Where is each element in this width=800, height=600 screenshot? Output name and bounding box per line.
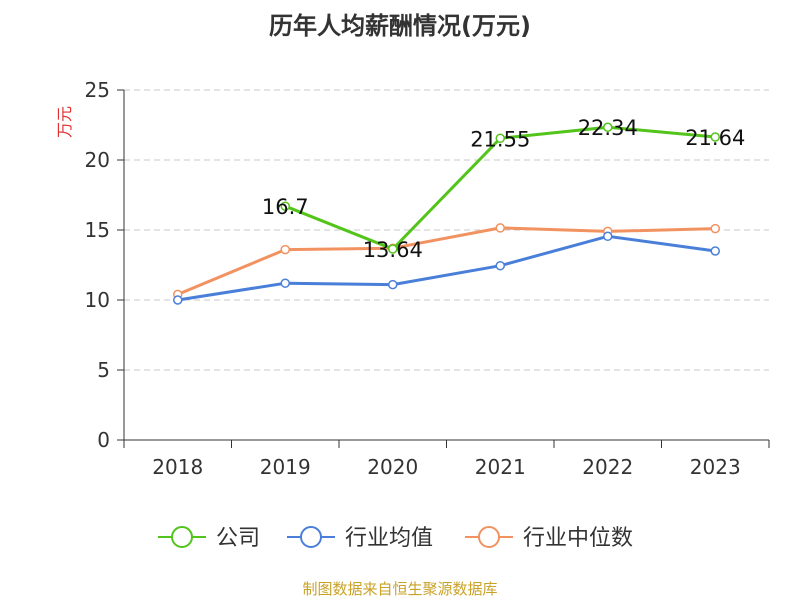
- legend-item[interactable]: 公司: [158, 526, 260, 551]
- y-tick-label: 25: [85, 78, 110, 102]
- y-tick-label: 0: [97, 428, 110, 452]
- legend-label: 行业中位数: [523, 526, 633, 551]
- series-line: [177, 226, 716, 296]
- data-labels: 16.7 13.64 21.55 22.34 21.64: [262, 116, 745, 262]
- data-label: 22.34: [578, 116, 638, 140]
- y-tick-label: 20: [85, 148, 110, 172]
- data-point: [388, 279, 398, 290]
- chart-title: 历年人均薪酬情况(万元): [269, 12, 531, 40]
- legend-marker: [171, 526, 193, 548]
- x-tick-label: 2018: [152, 455, 203, 479]
- data-point: [603, 231, 613, 242]
- series-line: [177, 234, 716, 302]
- data-point: [280, 244, 290, 255]
- legend-marker: [300, 526, 322, 548]
- legend-item[interactable]: 行业均值: [287, 526, 433, 551]
- data-point: [173, 295, 183, 305]
- legend-label: 行业均值: [345, 526, 433, 551]
- data-label: 21.64: [685, 126, 745, 150]
- data-point: [495, 133, 505, 144]
- x-tick-label: 2020: [367, 455, 418, 479]
- data-point: [495, 223, 505, 233]
- x-tick-label: 2022: [582, 455, 633, 479]
- axes: 0 5 10 15 20 25 2018 2019 2020 2021 2022 2023 万元: [55, 78, 770, 479]
- data-label: 16.7: [262, 195, 309, 219]
- data-point: [603, 122, 613, 132]
- data-point: [710, 246, 720, 256]
- x-tick-label: 2023: [690, 455, 741, 479]
- x-tick-label: 2021: [475, 455, 526, 479]
- grid-lines: [124, 89, 769, 371]
- data-point: [280, 278, 290, 288]
- legend[interactable]: 公司 行业均值 行业中位数: [158, 526, 633, 551]
- data-label: 21.55: [470, 127, 530, 151]
- y-tick-label: 5: [97, 358, 110, 382]
- series-lines: [173, 122, 720, 305]
- legend-item[interactable]: 行业中位数: [465, 526, 633, 551]
- data-point: [495, 260, 505, 271]
- y-tick-label: 15: [85, 218, 110, 242]
- y-tick-label: 10: [85, 288, 110, 312]
- data-point: [710, 223, 720, 234]
- legend-label: 公司: [216, 526, 260, 551]
- data-point: [388, 244, 398, 254]
- data-point: [710, 132, 720, 142]
- data-point: [280, 201, 290, 211]
- data-label: 13.64: [363, 238, 423, 262]
- x-tick-label: 2019: [260, 455, 311, 479]
- y-axis-label: 万元: [55, 106, 74, 138]
- source-note: 制图数据来自恒生聚源数据库: [302, 580, 498, 598]
- legend-marker: [478, 526, 500, 548]
